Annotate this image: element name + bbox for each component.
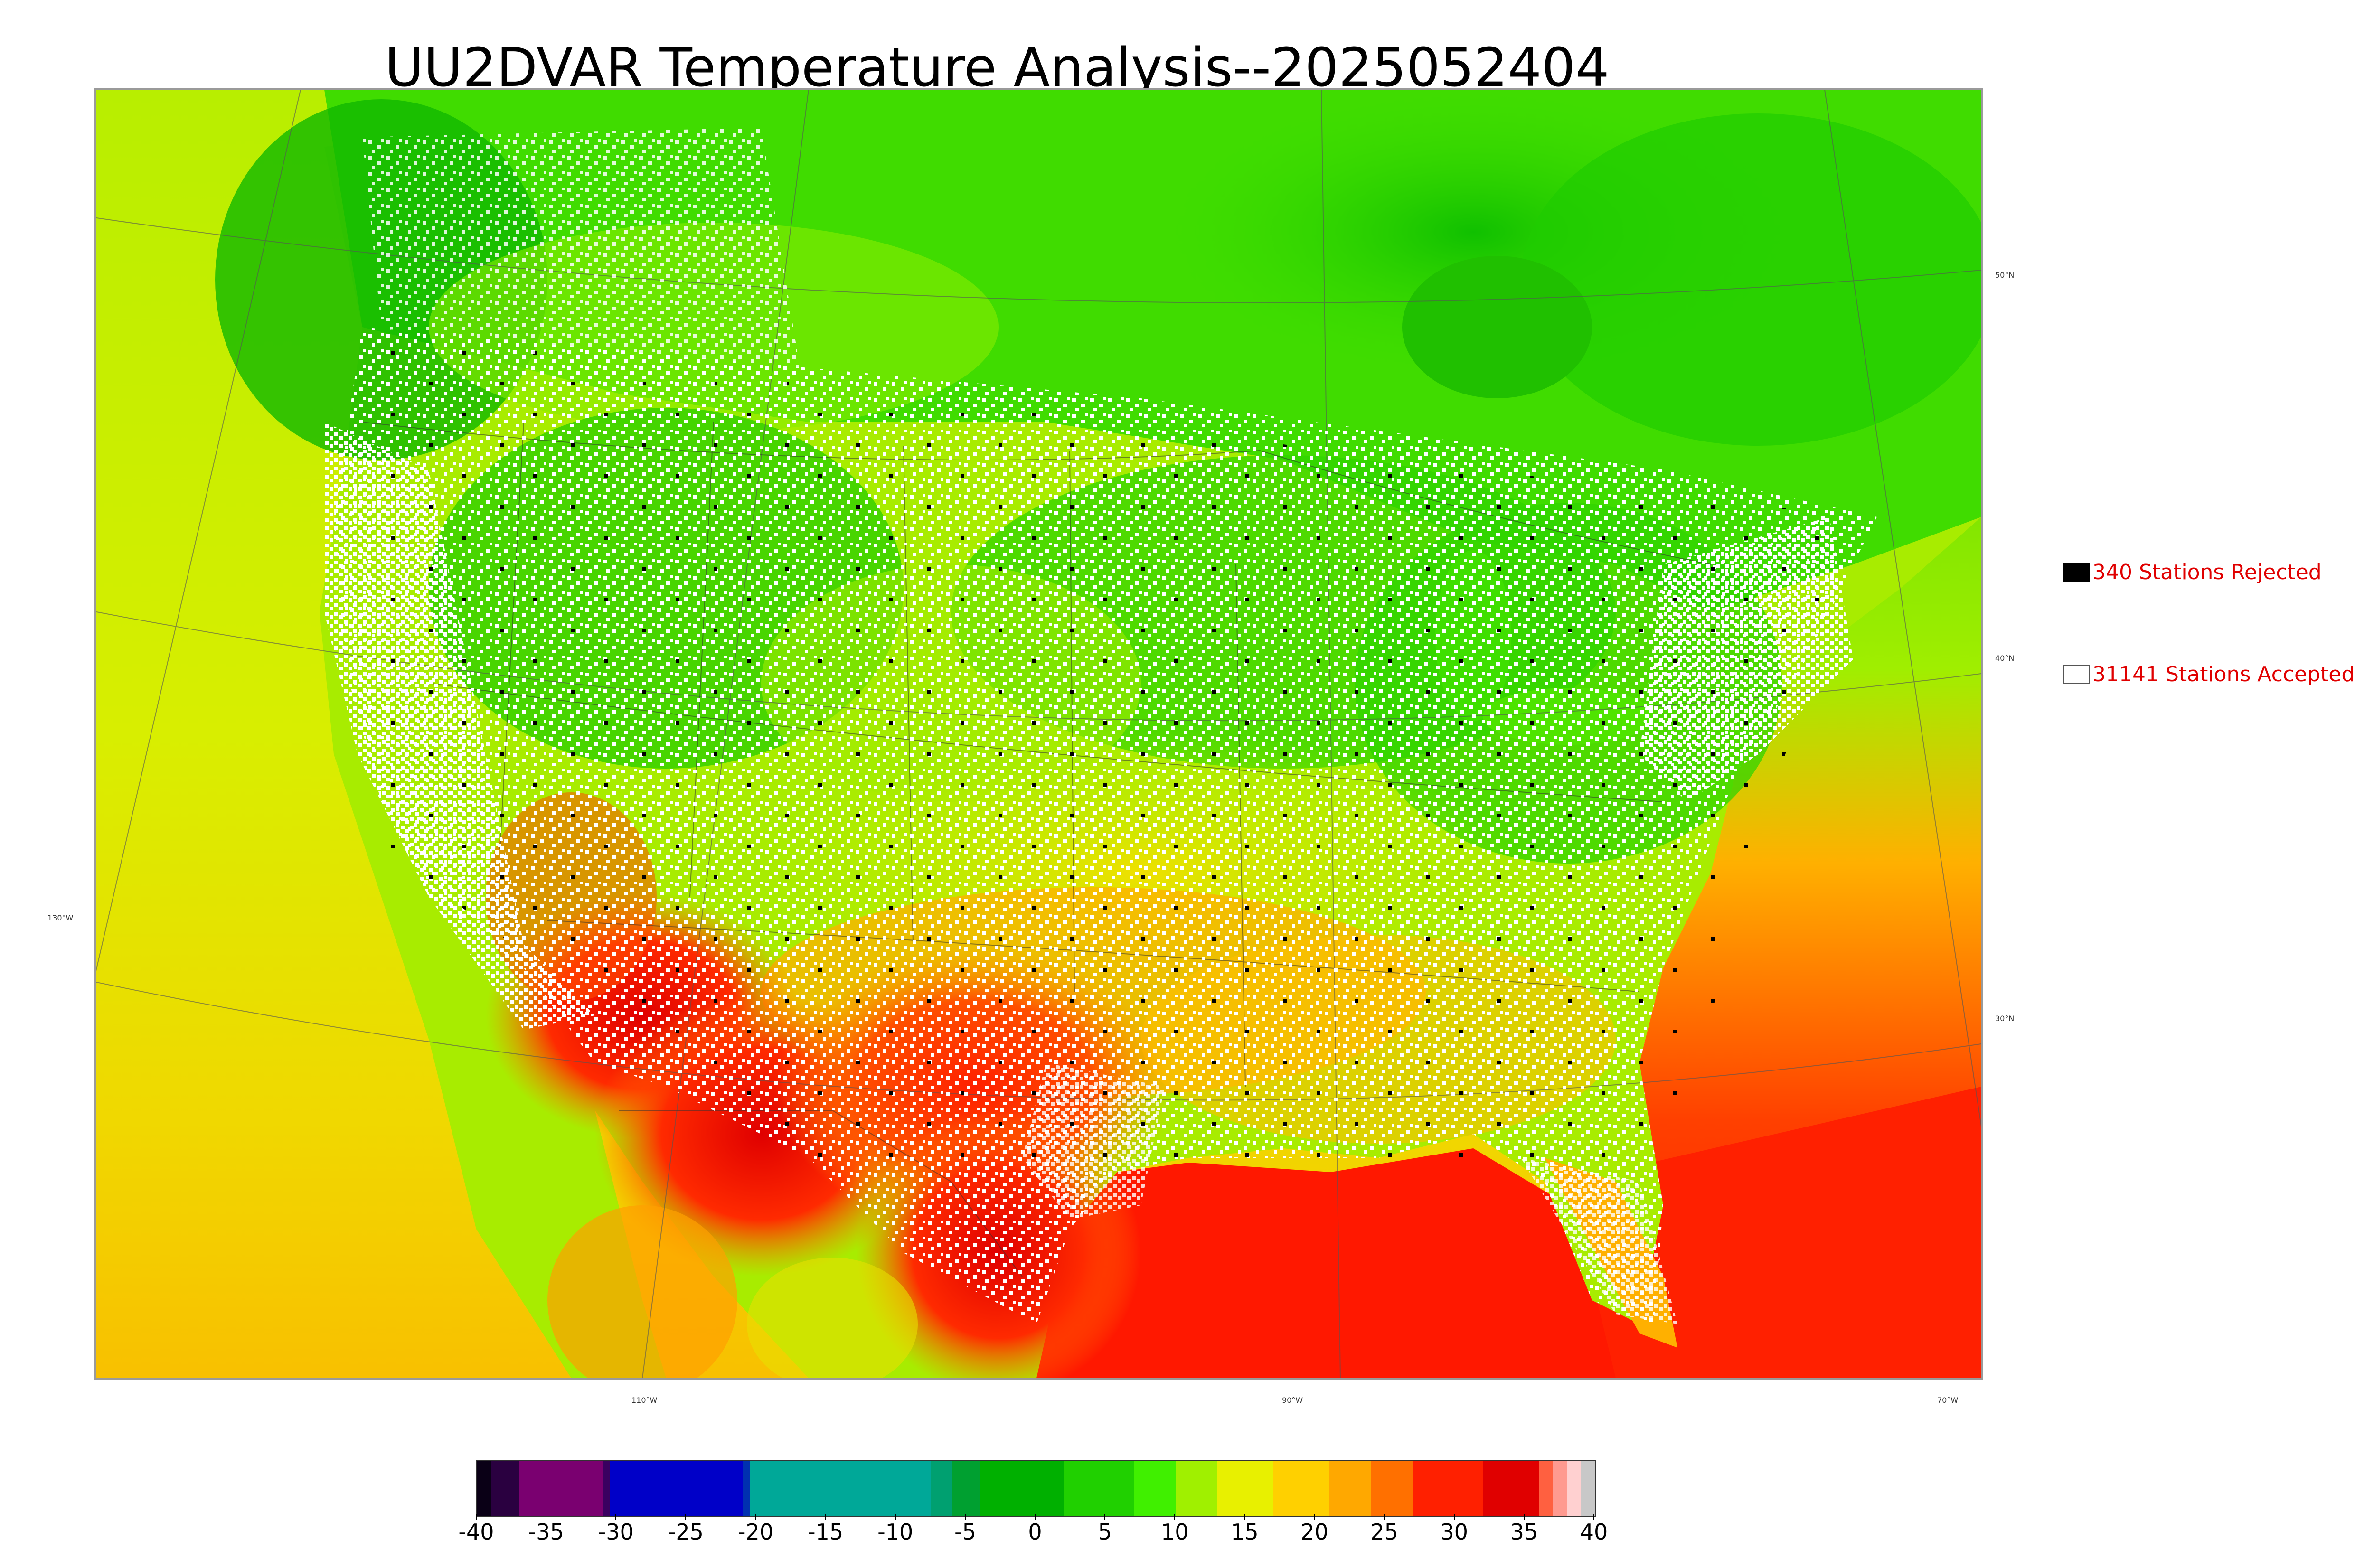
colorbar-tick-label: 0 <box>1028 1519 1042 1545</box>
legend-accepted-swatch <box>2063 665 2090 684</box>
lon-label-130w: 130°W <box>47 913 74 922</box>
legend-rejected-label: 340 Stations Rejected <box>2092 560 2322 584</box>
colorbar-tick-label: 5 <box>1098 1519 1112 1545</box>
colorbar-segment <box>1483 1461 1539 1516</box>
colorbar-segment <box>1553 1461 1567 1516</box>
lon-label-110w: 110°W <box>631 1396 658 1405</box>
colorbar-tick-label: -40 <box>458 1519 494 1545</box>
colorbar-tick-label: 10 <box>1160 1519 1189 1545</box>
colorbar-segment <box>743 1461 750 1516</box>
map-canvas <box>96 90 1981 1378</box>
colorbar-segment <box>1273 1461 1329 1516</box>
legend-rejected: 340 Stations Rejected <box>2063 560 2322 584</box>
colorbar-segment <box>980 1461 1064 1516</box>
colorbar-ticks: -40 -35 -30 -25 -20 -15 -10 -5 0 5 10 15 20 25 30 35 40 <box>458 1514 1608 1545</box>
colorbar-tick-label: 40 <box>1580 1519 1608 1545</box>
colorbar-segment <box>603 1461 610 1516</box>
colorbar-tick-label: -5 <box>954 1519 976 1545</box>
colorbar-segment <box>1413 1461 1483 1516</box>
colorbar-segment <box>1133 1461 1176 1516</box>
legend-accepted: 31141 Stations Accepted <box>2063 662 2355 686</box>
colorbar-segment <box>1581 1461 1595 1516</box>
colorbar-segment <box>1567 1461 1581 1516</box>
colorbar-tick-label: -20 <box>737 1519 774 1545</box>
colorbar-tick-label: 30 <box>1440 1519 1469 1545</box>
colorbar-tick-label: -10 <box>877 1519 914 1545</box>
colorbar-tick-label: -25 <box>668 1519 704 1545</box>
colorbar-tick-label: -35 <box>528 1519 564 1545</box>
colorbar-segment <box>1539 1461 1553 1516</box>
colorbar-segment <box>1329 1461 1372 1516</box>
colorbar-tick-label: 25 <box>1370 1519 1398 1545</box>
temperature-map[interactable] <box>94 88 1983 1380</box>
colorbar-segment <box>1064 1461 1134 1516</box>
colorbar-tick-label: -30 <box>598 1519 634 1545</box>
colorbar-tick-label: -15 <box>808 1519 844 1545</box>
lon-label-70w: 70°W <box>1937 1396 1959 1405</box>
colorbar-segment <box>519 1461 603 1516</box>
lon-label-90w: 90°W <box>1282 1396 1303 1405</box>
temperature-colorbar <box>476 1460 1596 1517</box>
legend-accepted-label: 31141 Stations Accepted <box>2092 662 2355 686</box>
colorbar-tick-label: 15 <box>1231 1519 1259 1545</box>
colorbar-segment <box>1371 1461 1413 1516</box>
lat-label-40n: 40°N <box>1995 654 2015 663</box>
colorbar-segment <box>1217 1461 1274 1516</box>
colorbar-segment <box>610 1461 743 1516</box>
colorbar-segment <box>952 1461 980 1516</box>
colorbar-tick-label: 35 <box>1510 1519 1538 1545</box>
lat-label-50n: 50°N <box>1995 271 2015 280</box>
colorbar-segment <box>491 1461 519 1516</box>
colorbar-segment <box>931 1461 952 1516</box>
lat-label-30n: 30°N <box>1995 1014 2015 1023</box>
colorbar-segment <box>477 1461 491 1516</box>
colorbar-tick-label: 20 <box>1300 1519 1328 1545</box>
legend-rejected-swatch <box>2063 563 2090 582</box>
colorbar-segment <box>1176 1461 1218 1516</box>
colorbar-segment <box>749 1461 932 1516</box>
